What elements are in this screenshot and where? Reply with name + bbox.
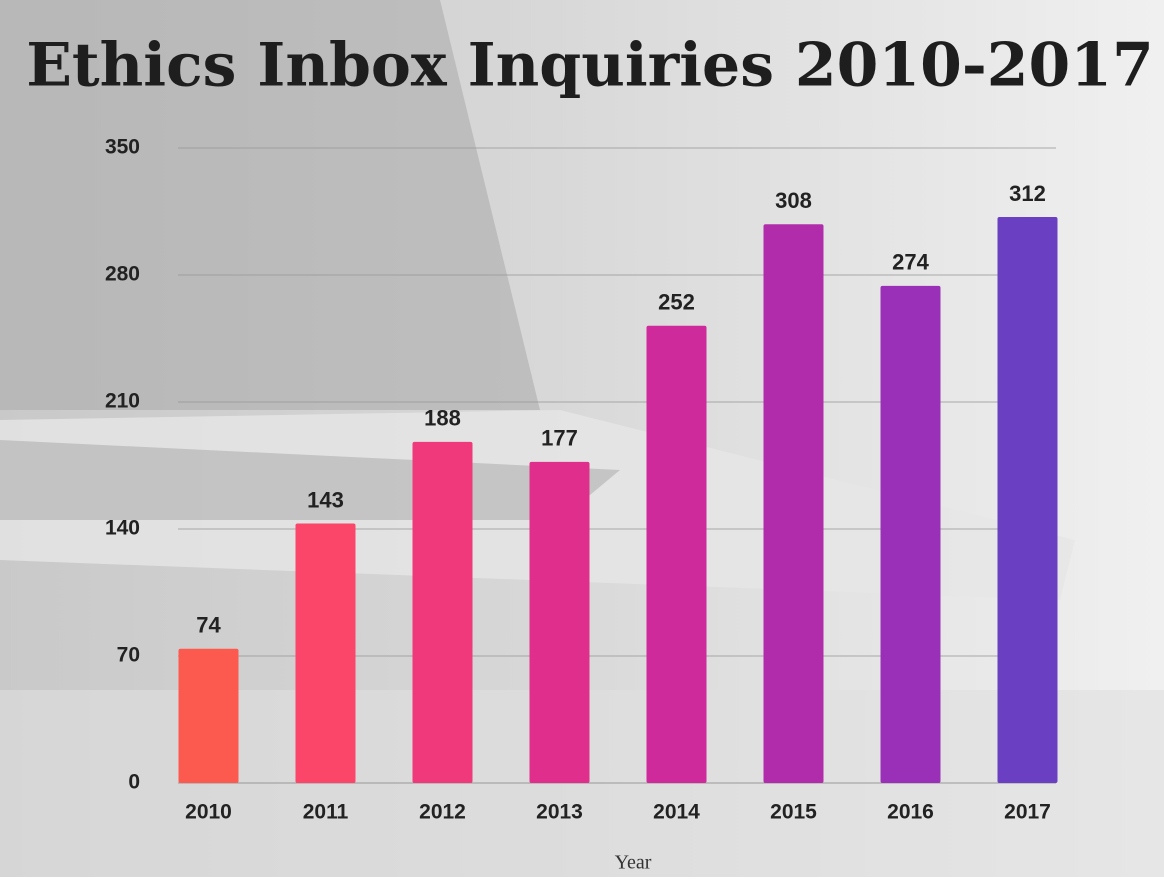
laptop-screen: [0, 0, 540, 410]
value-label: 274: [892, 250, 929, 275]
y-tick-label: 70: [117, 644, 140, 667]
chart-title: Ethics Inbox Inquiries 2010-2017: [26, 31, 1154, 101]
x-tick-label: 2010: [185, 801, 232, 824]
y-tick-label: 280: [105, 263, 140, 286]
value-label: 252: [658, 290, 695, 315]
y-tick-label: 350: [105, 136, 140, 159]
x-tick-label: 2014: [653, 801, 700, 824]
x-axis-label: Year: [615, 852, 652, 874]
x-tick-label: 2013: [536, 801, 583, 824]
value-label: 188: [424, 406, 461, 431]
bar: [763, 224, 824, 783]
bar: [178, 648, 239, 783]
value-label: 312: [1009, 181, 1046, 206]
y-tick-label: 0: [128, 771, 140, 794]
bar: [997, 216, 1058, 783]
y-tick-label: 210: [105, 390, 140, 413]
bar: [412, 441, 473, 783]
x-tick-label: 2015: [770, 801, 817, 824]
x-tick-label: 2017: [1004, 801, 1051, 824]
value-label: 177: [541, 426, 578, 451]
value-label: 308: [775, 188, 812, 213]
bar: [880, 285, 941, 783]
bar: [529, 461, 590, 783]
y-tick-label: 140: [105, 517, 140, 540]
x-tick-label: 2016: [887, 801, 934, 824]
x-tick-label: 2012: [419, 801, 466, 824]
bar: [295, 523, 356, 783]
x-tick-label: 2011: [303, 801, 349, 824]
bar: [646, 325, 707, 783]
value-label: 74: [196, 613, 221, 638]
value-label: 143: [307, 487, 344, 512]
